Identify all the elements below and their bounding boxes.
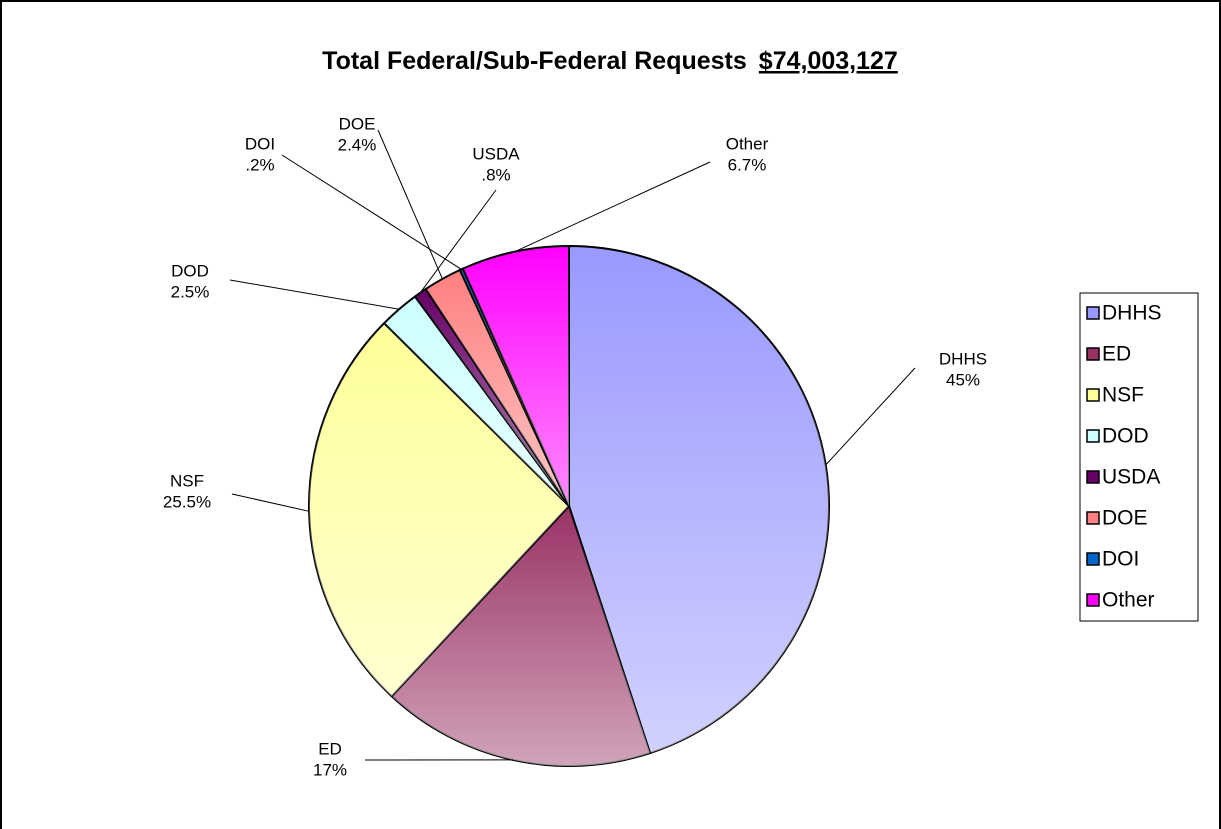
chart-title: Total Federal/Sub-Federal Requests $74,00… [322, 47, 898, 75]
legend-label: DHHS [1102, 302, 1162, 325]
legend-swatch [1086, 511, 1100, 525]
leader-line [514, 161, 711, 253]
data-label-name: USDA [472, 144, 520, 163]
data-label-name: ED [318, 739, 342, 758]
leader-line [229, 279, 400, 310]
slice-sheen [414, 289, 569, 506]
legend-label: Other [1102, 589, 1155, 612]
legend-swatch [1086, 593, 1100, 607]
legend-label: DOE [1102, 507, 1148, 530]
slice-sheen [391, 506, 651, 766]
data-label-name: DOD [171, 261, 209, 280]
data-label-value: .8% [481, 165, 510, 184]
data-label-value: 25.5% [163, 492, 211, 511]
data-label-name: DOI [245, 134, 275, 153]
legend-swatch [1086, 470, 1100, 484]
data-label-name: DOE [339, 114, 376, 133]
data-label-value: 17% [313, 760, 347, 779]
slice-sheen [569, 246, 829, 754]
legend-label: NSF [1102, 384, 1144, 407]
slice-sheen [425, 270, 569, 506]
data-label-name: NSF [170, 471, 204, 490]
legend-swatch [1086, 552, 1100, 566]
leader-line [825, 367, 916, 466]
legend-swatch [1086, 347, 1100, 361]
data-label-value: .2% [245, 155, 274, 174]
leader-line [231, 493, 310, 512]
data-label-name: DHHS [939, 349, 987, 368]
data-label-value: 2.4% [338, 135, 377, 154]
legend-swatch [1086, 306, 1100, 320]
leader-line [419, 189, 497, 294]
legend-label: DOI [1102, 548, 1139, 571]
leader-line [377, 129, 443, 280]
data-label-value: 2.5% [171, 282, 210, 301]
slice-sheen [384, 296, 569, 506]
title-text: Total Federal/Sub-Federal Requests [322, 47, 747, 75]
data-label-value: 6.7% [728, 155, 767, 174]
data-label-value: 45% [946, 370, 980, 389]
slice-sheen [308, 323, 569, 697]
legend-swatch [1086, 388, 1100, 402]
legend-label: DOD [1102, 425, 1149, 448]
data-label-name: Other [726, 134, 769, 153]
title-amount: $74,003,127 [759, 47, 898, 75]
legend-label: ED [1102, 343, 1131, 366]
legend-swatch [1086, 429, 1100, 443]
legend-label: USDA [1102, 466, 1160, 489]
legend-box [1079, 292, 1199, 622]
leader-line [281, 154, 462, 270]
slice-sheen [462, 246, 569, 506]
